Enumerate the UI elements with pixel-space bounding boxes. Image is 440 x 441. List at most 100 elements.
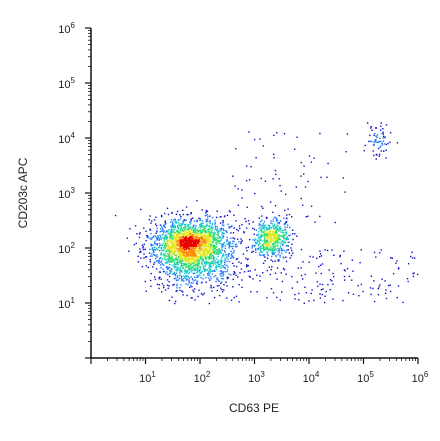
event-point bbox=[190, 250, 193, 253]
event-point bbox=[214, 227, 217, 229]
event-point bbox=[308, 300, 310, 302]
event-point bbox=[155, 257, 157, 260]
event-point bbox=[276, 234, 278, 236]
event-point bbox=[181, 270, 183, 272]
event-point bbox=[183, 238, 186, 240]
event-point bbox=[205, 254, 207, 256]
event-point bbox=[219, 260, 222, 263]
event-point bbox=[194, 261, 197, 263]
event-point bbox=[184, 256, 186, 258]
event-point bbox=[171, 237, 174, 239]
event-point bbox=[195, 261, 198, 263]
event-point bbox=[370, 127, 372, 129]
event-point bbox=[195, 242, 198, 244]
event-point bbox=[187, 263, 189, 265]
event-point bbox=[208, 228, 210, 230]
event-point bbox=[215, 267, 217, 269]
event-point bbox=[202, 253, 205, 255]
event-point bbox=[161, 249, 163, 252]
event-point bbox=[193, 242, 195, 244]
event-point bbox=[375, 135, 377, 137]
event-point bbox=[172, 225, 175, 228]
event-point bbox=[212, 248, 214, 251]
event-point bbox=[211, 273, 213, 275]
event-point bbox=[324, 249, 326, 251]
event-point bbox=[258, 240, 260, 242]
event-point bbox=[219, 263, 221, 266]
event-point bbox=[144, 280, 146, 283]
event-point bbox=[275, 241, 277, 244]
event-point bbox=[274, 231, 277, 233]
event-point bbox=[194, 249, 196, 251]
event-point bbox=[186, 240, 188, 242]
event-point bbox=[244, 218, 246, 220]
event-point bbox=[248, 238, 251, 241]
event-point bbox=[168, 299, 171, 302]
event-point bbox=[214, 263, 217, 265]
event-point bbox=[233, 270, 235, 273]
event-point bbox=[164, 244, 167, 246]
event-point bbox=[283, 237, 285, 239]
event-point bbox=[274, 272, 277, 274]
event-point bbox=[218, 236, 220, 238]
event-point bbox=[261, 247, 263, 250]
event-point bbox=[287, 208, 289, 210]
event-point bbox=[263, 239, 265, 241]
event-point bbox=[342, 177, 344, 179]
event-point bbox=[194, 265, 196, 267]
event-point bbox=[283, 133, 286, 135]
event-point bbox=[226, 240, 228, 242]
event-point bbox=[346, 133, 349, 135]
event-point bbox=[261, 240, 263, 242]
event-point bbox=[185, 271, 187, 273]
event-point bbox=[176, 244, 178, 246]
event-point bbox=[193, 241, 195, 243]
event-point bbox=[150, 243, 152, 246]
event-point bbox=[272, 218, 275, 220]
event-point bbox=[206, 251, 209, 254]
event-point bbox=[180, 276, 183, 278]
event-point bbox=[166, 255, 169, 258]
event-point bbox=[158, 287, 160, 290]
event-point bbox=[163, 264, 165, 267]
event-point bbox=[228, 247, 230, 249]
event-point bbox=[194, 276, 196, 278]
event-point bbox=[411, 251, 413, 253]
event-point bbox=[302, 261, 304, 263]
event-point bbox=[167, 273, 169, 276]
event-point bbox=[294, 148, 296, 150]
event-point bbox=[195, 269, 198, 271]
event-point bbox=[290, 254, 293, 257]
event-point bbox=[304, 273, 306, 276]
event-point bbox=[205, 260, 208, 262]
event-point bbox=[220, 259, 222, 261]
event-point bbox=[264, 225, 267, 227]
event-point bbox=[184, 271, 186, 273]
event-point bbox=[189, 258, 192, 261]
event-point bbox=[153, 248, 155, 251]
event-point bbox=[185, 256, 187, 258]
event-point bbox=[205, 230, 207, 232]
event-point bbox=[168, 261, 170, 264]
event-point bbox=[165, 242, 167, 244]
event-point bbox=[289, 234, 291, 236]
event-point bbox=[165, 255, 167, 257]
event-point bbox=[219, 236, 222, 238]
event-point bbox=[232, 256, 235, 259]
event-point bbox=[222, 235, 225, 237]
event-point bbox=[263, 247, 265, 249]
event-point bbox=[385, 149, 387, 151]
event-point bbox=[176, 268, 179, 270]
event-point bbox=[209, 266, 211, 268]
event-point bbox=[185, 270, 188, 272]
event-point bbox=[320, 176, 322, 179]
event-point bbox=[214, 266, 217, 269]
event-point bbox=[184, 275, 186, 278]
event-point bbox=[231, 255, 233, 257]
event-point bbox=[161, 244, 163, 246]
event-point bbox=[197, 243, 199, 246]
event-point bbox=[218, 230, 220, 232]
event-point bbox=[172, 236, 175, 238]
event-point bbox=[217, 260, 219, 263]
event-point bbox=[188, 269, 191, 271]
